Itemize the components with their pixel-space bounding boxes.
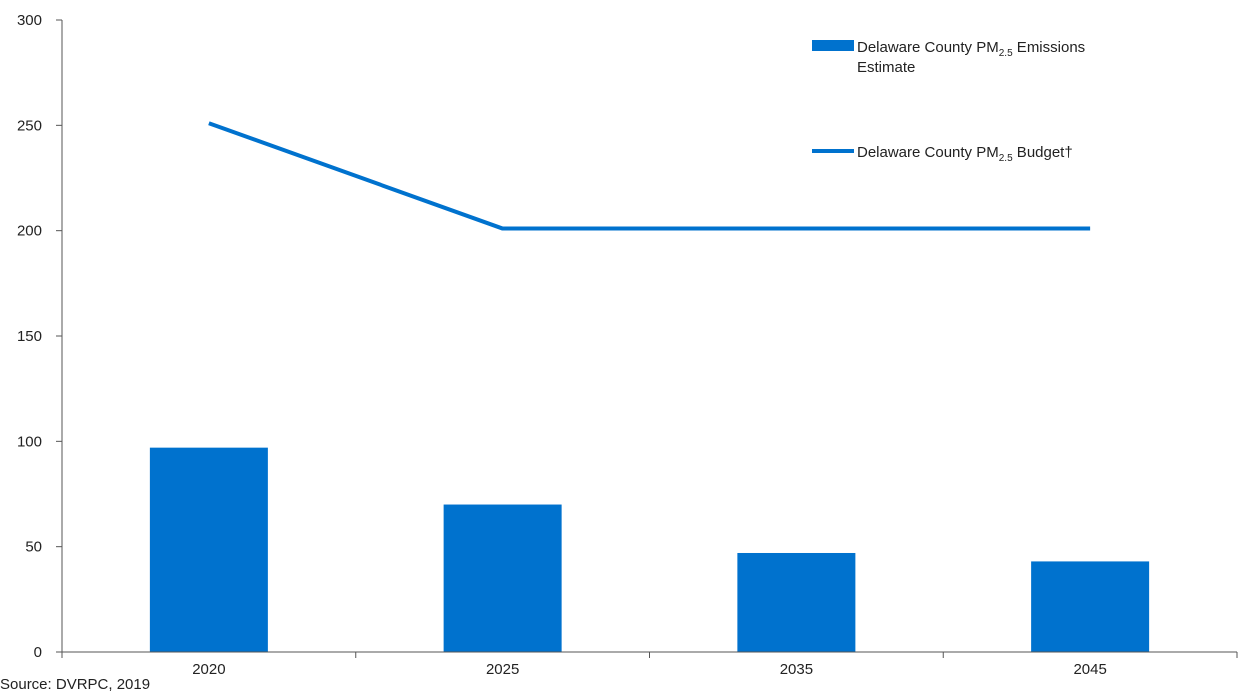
y-tick-label: 300 xyxy=(17,12,42,29)
legend: Delaware County PM2.5 Emissions Estimate… xyxy=(812,39,1089,164)
bar-2045 xyxy=(1031,561,1149,652)
bar-2020 xyxy=(150,448,268,652)
y-tick-label: 150 xyxy=(17,328,42,345)
bar-2035 xyxy=(737,553,855,652)
bars-group xyxy=(150,448,1149,652)
source-note: Source: DVRPC, 2019 xyxy=(0,676,150,693)
y-axis: 0 50 100 150 200 250 300 xyxy=(17,12,62,661)
x-tick-label: 2020 xyxy=(192,661,225,678)
bar-2025 xyxy=(444,505,562,652)
legend-label-budget: Delaware County PM2.5 Budget† xyxy=(857,144,1073,164)
legend-label-emissions: Delaware County PM2.5 Emissions Estimate xyxy=(857,39,1089,76)
y-tick-label: 50 xyxy=(25,539,42,556)
y-tick-label: 100 xyxy=(17,433,42,450)
x-tick-label: 2035 xyxy=(780,661,813,678)
budget-line-group xyxy=(209,123,1090,229)
y-tick-label: 200 xyxy=(17,223,42,240)
y-tick-label: 250 xyxy=(17,117,42,134)
x-axis: 2020 2025 2035 2045 xyxy=(62,652,1237,678)
budget-line xyxy=(209,123,1090,228)
x-tick-label: 2045 xyxy=(1073,661,1106,678)
x-tick-label: 2025 xyxy=(486,661,519,678)
y-tick-label: 0 xyxy=(34,644,42,661)
legend-swatch-emissions xyxy=(812,40,854,51)
